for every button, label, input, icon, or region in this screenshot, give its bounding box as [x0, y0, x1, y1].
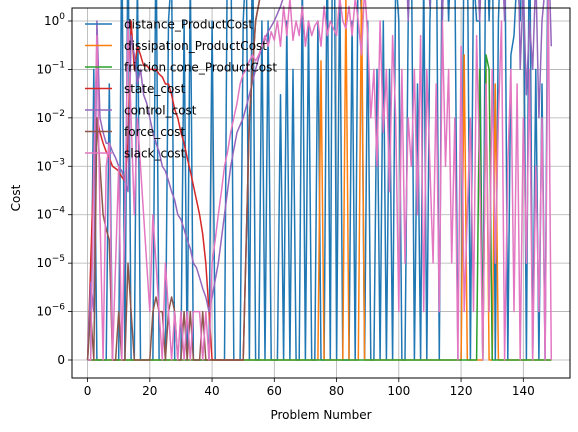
series-line-control-cost [86, 0, 553, 361]
y-tick-label: 10−3 [36, 157, 65, 173]
legend-label: force_cost [124, 125, 185, 139]
x-tick-label: 120 [450, 384, 473, 398]
plot-frame [71, 7, 571, 379]
legend-label: distance_ProductCost [124, 18, 253, 32]
y-axis-label: Cost [9, 184, 23, 211]
legend-label: control_cost [124, 104, 197, 118]
legend: distance_ProductCost dissipation_ProductC… [85, 18, 277, 161]
series-line-force-cost [86, 0, 261, 361]
legend-label: slack_cost [124, 147, 186, 161]
y-tick-label: 10−6 [36, 303, 65, 319]
legend-label: dissipation_ProductCost [124, 39, 267, 53]
series-line-state-cost [86, 0, 261, 361]
x-tick-label: 140 [512, 384, 535, 398]
x-tick-label: 60 [267, 384, 282, 398]
y-tick-label: 10−4 [36, 206, 65, 222]
x-tick-label: 80 [329, 384, 344, 398]
series-lines [86, 0, 553, 361]
legend-label: friction cone_ProductCost [124, 61, 277, 75]
x-axis-label: Problem Number [270, 408, 371, 422]
y-tick-label: 10−5 [36, 254, 65, 270]
x-tick-label: 0 [84, 384, 92, 398]
x-tick-label: 40 [204, 384, 219, 398]
y-tick-label: 0 [57, 353, 65, 367]
series-line-slack-cost [87, 0, 553, 361]
y-tick-label: 10−2 [36, 109, 65, 125]
legend-label: state_cost [124, 82, 186, 96]
y-ticks: 010−610−510−410−310−210−1100101102103104… [36, 12, 72, 367]
x-tick-label: 20 [142, 384, 157, 398]
x-ticks: 0 20 40 60 80 100 120 140 [84, 378, 535, 398]
y-tick-label: 10−1 [36, 60, 65, 76]
y-tick-label: 100 [44, 12, 65, 28]
x-tick-label: 100 [387, 384, 410, 398]
